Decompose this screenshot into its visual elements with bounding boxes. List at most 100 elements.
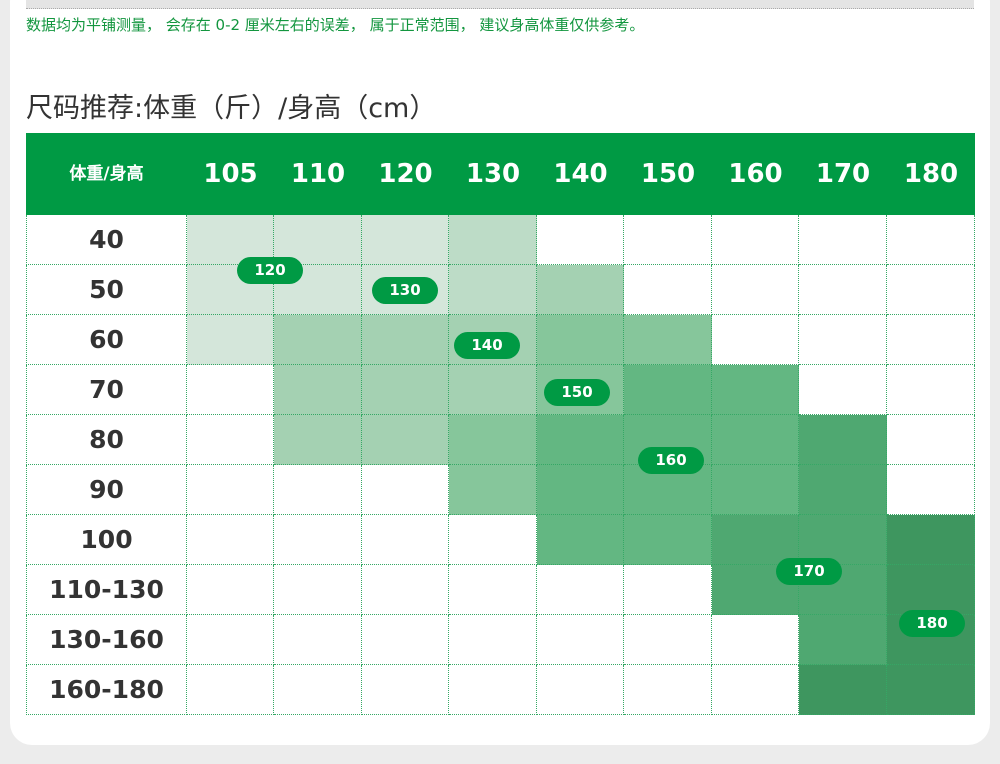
column-header: 160 [728,159,783,189]
size-badge: 120 [237,257,303,284]
size-cell [624,665,712,715]
size-cell [274,665,362,715]
size-cell [712,465,799,515]
size-cell [274,465,362,515]
size-cell [799,465,887,515]
size-badge: 180 [899,610,965,637]
size-cell [537,315,624,365]
column-header: 120 [378,159,433,189]
row-label: 160-180 [49,675,164,704]
size-cell [712,265,799,315]
column-header: 110 [290,159,346,189]
size-cell [449,415,537,465]
size-cell [449,515,537,565]
size-cell [712,415,799,465]
size-cell [624,615,712,665]
row-label-cell [26,215,187,265]
table-header [26,133,975,215]
size-cell [537,615,624,665]
row-label-cell [26,265,187,315]
size-cell [274,315,362,365]
size-cell [712,615,799,665]
row-label-cell [26,515,187,565]
column-header: 150 [640,159,696,189]
size-cell [187,565,274,615]
size-cell [799,315,887,365]
size-badge: 130 [372,277,438,304]
size-cell [274,415,362,465]
size-cell [449,665,537,715]
size-cell [274,365,362,415]
column-header: 130 [465,159,521,189]
size-cell [712,315,799,365]
size-cell [187,215,274,265]
size-cell [887,315,975,365]
size-cell [624,265,712,315]
size-cell [537,665,624,715]
size-cell [887,415,975,465]
column-header: 140 [553,159,608,189]
size-cell [799,615,887,665]
column-header: 180 [903,159,959,189]
size-cell [799,415,887,465]
row-label: 60 [89,325,124,354]
size-cell [887,465,975,515]
size-cell [799,365,887,415]
size-cell [624,365,712,415]
size-cell [362,365,449,415]
size-cell [712,365,799,415]
size-cell [362,315,449,365]
size-cell [537,215,624,265]
size-cell [887,215,975,265]
size-cell [449,265,537,315]
size-cell [274,215,362,265]
note: 数据均为平铺测量， 会存在 0-2 厘米左右的误差， 属于正常范围， 建议身高体… [26,16,645,34]
size-cell [362,615,449,665]
size-cell [187,415,274,465]
size-cell [799,515,887,565]
row-label: 80 [89,425,124,454]
row-label: 70 [89,375,124,404]
column-header: 170 [815,159,871,189]
size-cell [537,515,624,565]
size-cell [624,565,712,615]
size-cell [449,215,537,265]
size-cell [187,365,274,415]
size-cell [187,515,274,565]
row-label: 50 [89,275,124,304]
size-cell [274,615,362,665]
size-cell [362,215,449,265]
row-label: 110-130 [49,575,164,604]
size-cell [537,565,624,615]
size-cell [887,565,975,615]
column-header: 105 [203,159,258,189]
size-cell [537,415,624,465]
row-label-cell [26,665,187,715]
size-cell [362,515,449,565]
size-cell [187,465,274,515]
size-cell [537,265,624,315]
corner-header: 体重/身高 [69,164,144,184]
size-cell [274,515,362,565]
size-cell [187,315,274,365]
row-label: 40 [89,225,124,254]
size-cell [187,615,274,665]
row-label-cell [26,465,187,515]
size-cell [537,465,624,515]
size-cell [624,215,712,265]
size-cell [712,665,799,715]
size-badge: 160 [638,447,704,474]
size-cell [799,665,887,715]
size-cell [887,665,975,715]
size-cell [887,365,975,415]
row-label-cell [26,415,187,465]
row-label-cell [26,565,187,615]
size-cell [362,565,449,615]
size-cell [712,215,799,265]
row-label: 100 [80,525,133,554]
size-cell [449,615,537,665]
size-cell [624,315,712,365]
title: 尺码推荐:体重（斤）/身高（cm） [26,93,437,124]
size-badge: 150 [544,379,610,406]
